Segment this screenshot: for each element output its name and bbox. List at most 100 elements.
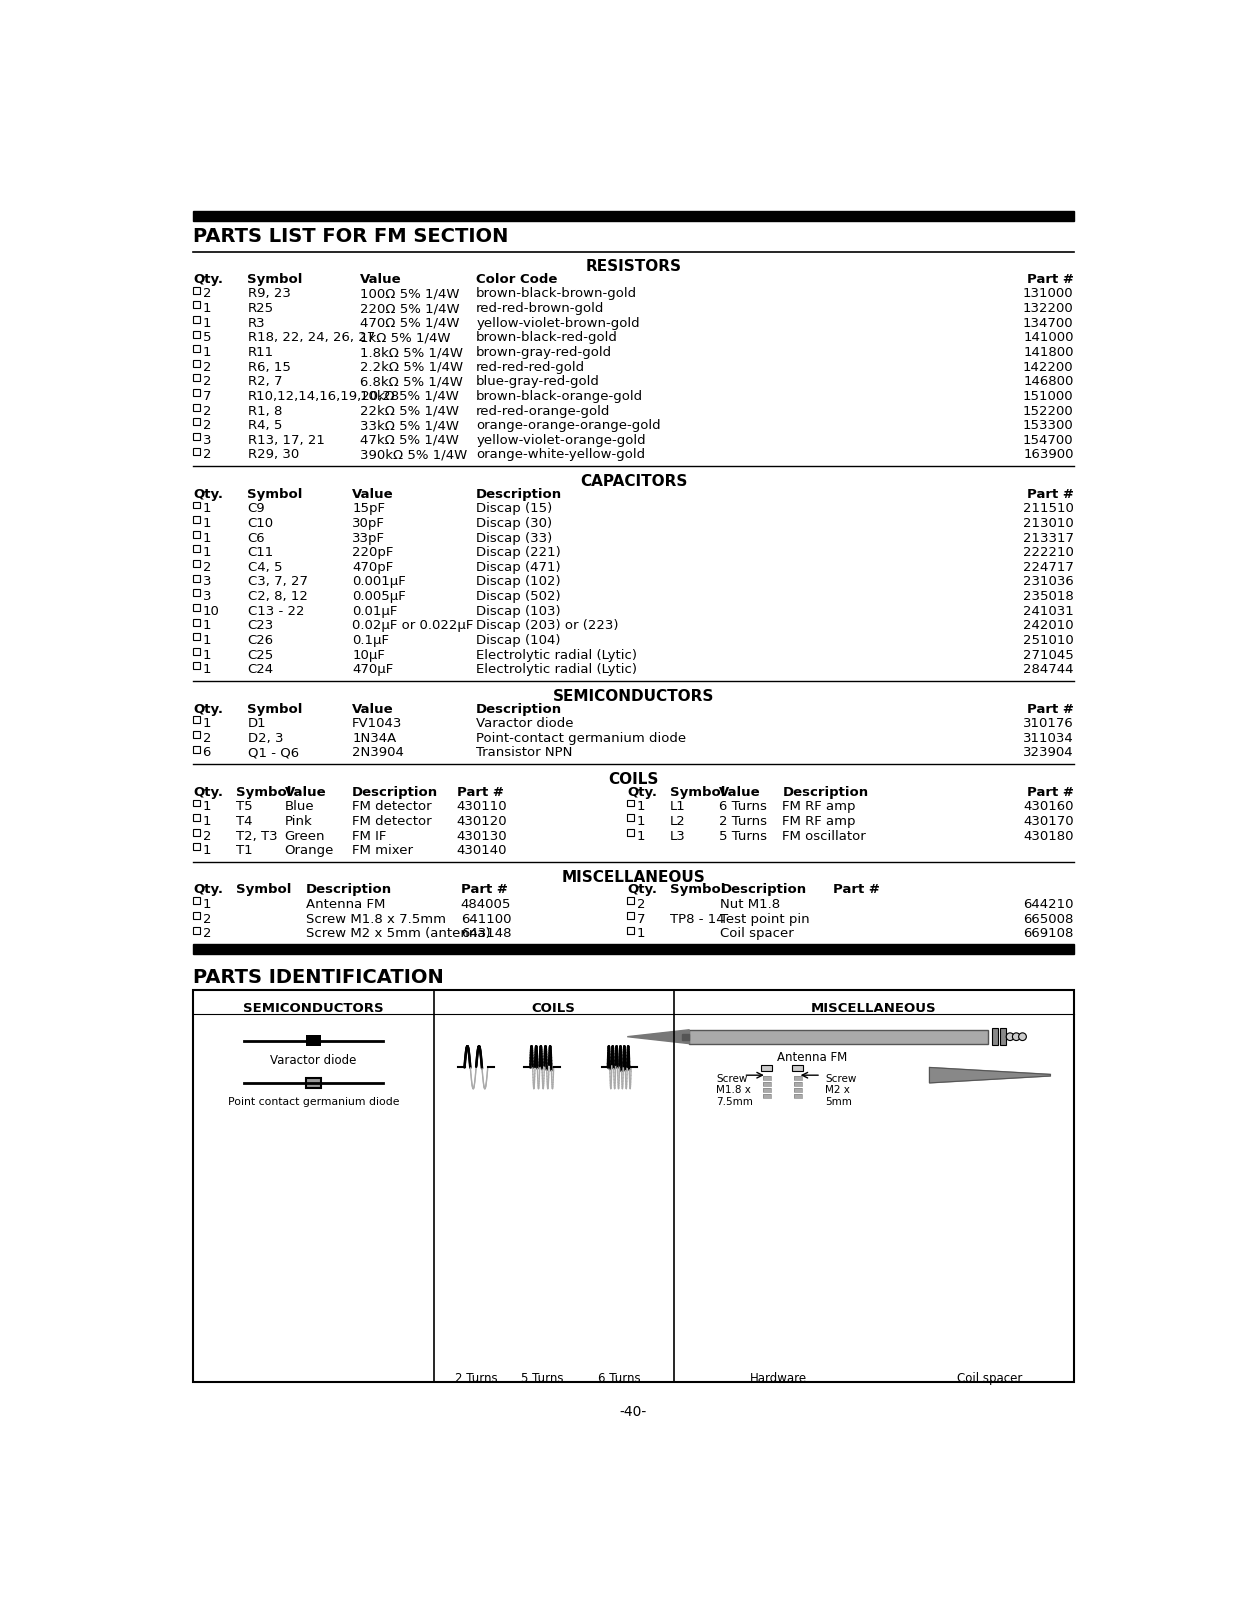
Text: Description: Description	[782, 786, 869, 798]
Text: 2: 2	[203, 405, 211, 418]
Bar	[627, 800, 634, 806]
Bar	[627, 912, 634, 918]
Text: orange-orange-orange-gold: orange-orange-orange-gold	[476, 419, 661, 432]
Text: FM detector: FM detector	[352, 800, 431, 813]
Text: Description: Description	[476, 488, 562, 501]
Text: Description: Description	[305, 883, 392, 896]
Text: 224717: 224717	[1022, 562, 1074, 574]
Text: R3: R3	[247, 317, 266, 330]
Text: Part #: Part #	[1027, 702, 1074, 715]
Text: C3, 7, 27: C3, 7, 27	[247, 576, 308, 589]
Text: 0.02μF or 0.022μF: 0.02μF or 0.022μF	[352, 619, 473, 632]
Text: 430180: 430180	[1023, 829, 1074, 843]
Bar	[193, 286, 200, 294]
Text: 390kΩ 5% 1/4W: 390kΩ 5% 1/4W	[360, 448, 467, 461]
Text: red-red-brown-gold: red-red-brown-gold	[476, 302, 604, 315]
Text: 211510: 211510	[1022, 502, 1074, 515]
Bar	[193, 374, 200, 381]
Text: 6: 6	[203, 746, 211, 760]
Bar	[193, 944, 1074, 954]
Text: 669108: 669108	[1023, 928, 1074, 941]
Text: Screw
M2 x
5mm: Screw M2 x 5mm	[824, 1074, 857, 1107]
Text: C25: C25	[247, 648, 273, 662]
Text: Qty.: Qty.	[193, 702, 224, 715]
Text: FV1043: FV1043	[352, 717, 403, 730]
Bar	[193, 546, 200, 552]
Text: CAPACITORS: CAPACITORS	[580, 474, 687, 490]
Text: C24: C24	[247, 664, 273, 677]
Bar	[193, 589, 200, 597]
Text: 235018: 235018	[1023, 590, 1074, 603]
Text: Symbol: Symbol	[670, 786, 726, 798]
Text: 1: 1	[203, 664, 211, 677]
Text: Coil spacer: Coil spacer	[957, 1373, 1022, 1386]
Text: 323904: 323904	[1023, 746, 1074, 760]
Text: 641100: 641100	[461, 912, 512, 926]
Bar	[193, 648, 200, 654]
Bar	[794, 1088, 802, 1093]
Text: 5 Turns: 5 Turns	[718, 829, 766, 843]
Text: brown-black-red-gold: brown-black-red-gold	[476, 331, 618, 344]
Text: 430170: 430170	[1023, 814, 1074, 827]
Text: 470μF: 470μF	[352, 664, 393, 677]
Text: 33pF: 33pF	[352, 531, 386, 544]
Text: 251010: 251010	[1023, 634, 1074, 646]
Text: 0.01μF: 0.01μF	[352, 605, 398, 618]
Text: 33kΩ 5% 1/4W: 33kΩ 5% 1/4W	[360, 419, 459, 432]
Text: Description: Description	[352, 786, 439, 798]
Text: 134700: 134700	[1023, 317, 1074, 330]
Bar	[794, 1088, 802, 1093]
Text: COILS: COILS	[608, 771, 659, 787]
Polygon shape	[929, 1067, 1051, 1083]
Text: red-red-red-gold: red-red-red-gold	[476, 360, 586, 374]
Text: Antenna FM: Antenna FM	[776, 1051, 847, 1064]
Text: Qty.: Qty.	[193, 274, 224, 286]
Text: R13, 17, 21: R13, 17, 21	[247, 434, 324, 446]
Text: 1.8kΩ 5% 1/4W: 1.8kΩ 5% 1/4W	[360, 346, 462, 358]
Bar	[193, 898, 200, 904]
Text: FM IF: FM IF	[352, 829, 387, 843]
Text: 2: 2	[203, 928, 211, 941]
Text: FM oscillator: FM oscillator	[782, 829, 866, 843]
Text: R4, 5: R4, 5	[247, 419, 282, 432]
Circle shape	[1006, 1034, 1014, 1040]
Text: Screw
M1.8 x
7.5mm: Screw M1.8 x 7.5mm	[717, 1074, 753, 1107]
Text: Part #: Part #	[461, 883, 508, 896]
Text: 3: 3	[203, 590, 211, 603]
Text: 6.8kΩ 5% 1/4W: 6.8kΩ 5% 1/4W	[360, 376, 462, 389]
Text: C6: C6	[247, 531, 266, 544]
Bar	[763, 1075, 770, 1080]
Bar	[193, 619, 200, 626]
Text: 2 Turns: 2 Turns	[718, 814, 766, 827]
Text: yellow-violet-orange-gold: yellow-violet-orange-gold	[476, 434, 645, 446]
Text: 430140: 430140	[457, 845, 507, 858]
Text: 2: 2	[203, 376, 211, 389]
Text: Part #: Part #	[1027, 786, 1074, 798]
Text: Varactor diode: Varactor diode	[476, 717, 574, 730]
Text: 6 Turns: 6 Turns	[598, 1373, 640, 1386]
Text: PARTS LIST FOR FM SECTION: PARTS LIST FOR FM SECTION	[193, 227, 509, 246]
Text: Symbol: Symbol	[236, 883, 292, 896]
Bar	[763, 1094, 770, 1098]
Bar	[193, 990, 1074, 1382]
Bar	[193, 517, 200, 523]
Text: red-red-orange-gold: red-red-orange-gold	[476, 405, 611, 418]
Bar	[193, 346, 200, 352]
Text: L3: L3	[670, 829, 686, 843]
Bar	[193, 403, 200, 411]
Text: Symbol: Symbol	[236, 786, 292, 798]
Text: 1N34A: 1N34A	[352, 731, 397, 744]
Text: 7: 7	[203, 390, 211, 403]
Text: COILS: COILS	[531, 1002, 576, 1014]
Text: Value: Value	[352, 702, 394, 715]
Bar	[690, 1030, 989, 1043]
Text: 1: 1	[637, 829, 645, 843]
Bar	[193, 315, 200, 323]
Text: 470Ω 5% 1/4W: 470Ω 5% 1/4W	[360, 317, 460, 330]
Text: Q1 - Q6: Q1 - Q6	[247, 746, 299, 760]
Bar	[763, 1075, 770, 1080]
Text: Value: Value	[360, 274, 402, 286]
Text: 141000: 141000	[1023, 331, 1074, 344]
Text: 154700: 154700	[1023, 434, 1074, 446]
Text: 310176: 310176	[1023, 717, 1074, 730]
